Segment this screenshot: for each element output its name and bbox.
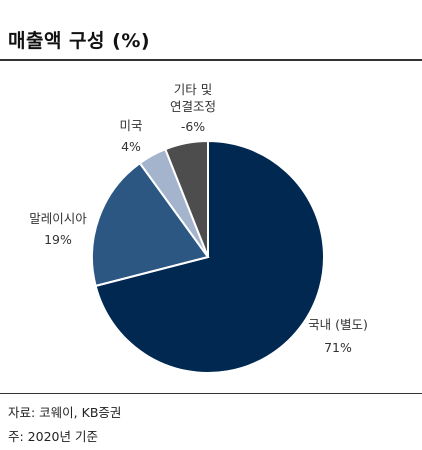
slice-others	[164, 139, 209, 258]
label-malaysia: 말레이시아 19%	[29, 210, 87, 248]
label-usa-name: 미국	[119, 118, 143, 133]
label-others-value: -6%	[180, 119, 206, 134]
footnote: 주: 2020년 기준	[8, 429, 98, 444]
pie-chart	[91, 139, 325, 374]
label-usa-value: 4%	[121, 139, 141, 154]
title-divider	[0, 59, 422, 61]
slice-malaysia	[91, 161, 210, 288]
label-others-name-line1: 기타 및	[173, 82, 213, 97]
label-domestic: 국내 (별도) 71%	[308, 316, 368, 356]
slice-domestic	[94, 139, 325, 374]
label-others-name-line2: 연결조정	[169, 99, 217, 114]
footer-divider	[0, 393, 422, 394]
label-usa: 미국 4%	[119, 117, 142, 155]
label-domestic-name: 국내 (별도)	[308, 317, 368, 332]
label-others: 기타 및 연결조정 -6%	[170, 81, 216, 135]
label-malaysia-name: 말레이시아	[29, 211, 87, 226]
label-domestic-value: 71%	[324, 340, 352, 355]
label-malaysia-value: 19%	[44, 232, 72, 247]
source-note: 자료: 코웨이, KB증권	[8, 405, 122, 420]
chart-title: 매출액 구성 (%)	[8, 30, 151, 52]
